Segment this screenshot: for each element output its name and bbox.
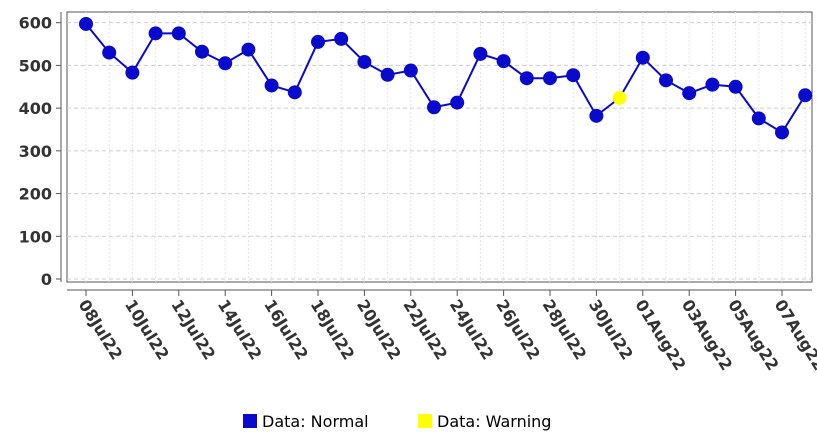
legend-label: Data: Normal bbox=[262, 412, 369, 431]
data-point bbox=[775, 125, 789, 140]
x-tick-label: 10Jul22 bbox=[121, 296, 173, 363]
data-point bbox=[427, 100, 441, 115]
data-point bbox=[682, 86, 697, 101]
y-tick-label: 600 bbox=[19, 14, 52, 33]
data-point bbox=[311, 34, 325, 49]
legend-swatch bbox=[418, 414, 432, 428]
data-point bbox=[496, 54, 511, 69]
x-tick-label: 26Jul22 bbox=[492, 296, 544, 363]
data-point bbox=[125, 65, 140, 80]
data-point bbox=[612, 90, 627, 105]
y-tick-label: 500 bbox=[19, 56, 52, 75]
data-point bbox=[798, 88, 813, 103]
data-point bbox=[195, 44, 209, 59]
x-tick-label: 30Jul22 bbox=[585, 296, 637, 363]
x-tick-label: 08Jul22 bbox=[75, 296, 127, 363]
data-point bbox=[380, 67, 395, 82]
x-tick-label: 22Jul22 bbox=[399, 296, 451, 363]
data-point bbox=[79, 16, 93, 31]
legend-label: Data: Warning bbox=[437, 412, 551, 431]
data-point bbox=[543, 71, 557, 86]
data-point bbox=[751, 111, 766, 126]
data-point bbox=[519, 71, 534, 86]
data-point bbox=[334, 31, 349, 46]
x-tick-label: 16Jul22 bbox=[260, 296, 312, 363]
data-point bbox=[218, 56, 233, 71]
data-point bbox=[148, 26, 163, 41]
x-tick-label: 28Jul22 bbox=[539, 296, 591, 363]
data-point bbox=[566, 68, 581, 83]
data-point bbox=[635, 50, 650, 65]
data-point bbox=[241, 42, 256, 57]
data-point bbox=[357, 54, 372, 69]
data-point bbox=[450, 95, 465, 110]
data-point bbox=[589, 108, 604, 123]
legend-swatch bbox=[243, 414, 257, 428]
y-tick-label: 100 bbox=[19, 227, 52, 246]
plot-area bbox=[66, 11, 813, 283]
y-tick-label: 0 bbox=[41, 270, 52, 289]
x-tick-label: 24Jul22 bbox=[446, 296, 498, 363]
x-tick-label: 12Jul22 bbox=[167, 296, 219, 363]
x-tick-label: 18Jul22 bbox=[307, 296, 359, 363]
data-point bbox=[728, 79, 743, 94]
data-point bbox=[403, 63, 418, 78]
data-point bbox=[287, 85, 302, 100]
x-tick-label: 20Jul22 bbox=[353, 296, 405, 363]
data-point bbox=[264, 78, 279, 93]
y-tick-label: 200 bbox=[19, 185, 52, 204]
data-point bbox=[102, 45, 117, 60]
data-point bbox=[705, 77, 720, 92]
x-tick-label: 14Jul22 bbox=[214, 296, 266, 363]
data-point bbox=[171, 26, 186, 41]
y-tick-label: 400 bbox=[19, 99, 52, 118]
data-point bbox=[659, 73, 673, 88]
y-tick-label: 300 bbox=[19, 142, 52, 161]
data-point bbox=[473, 46, 488, 61]
